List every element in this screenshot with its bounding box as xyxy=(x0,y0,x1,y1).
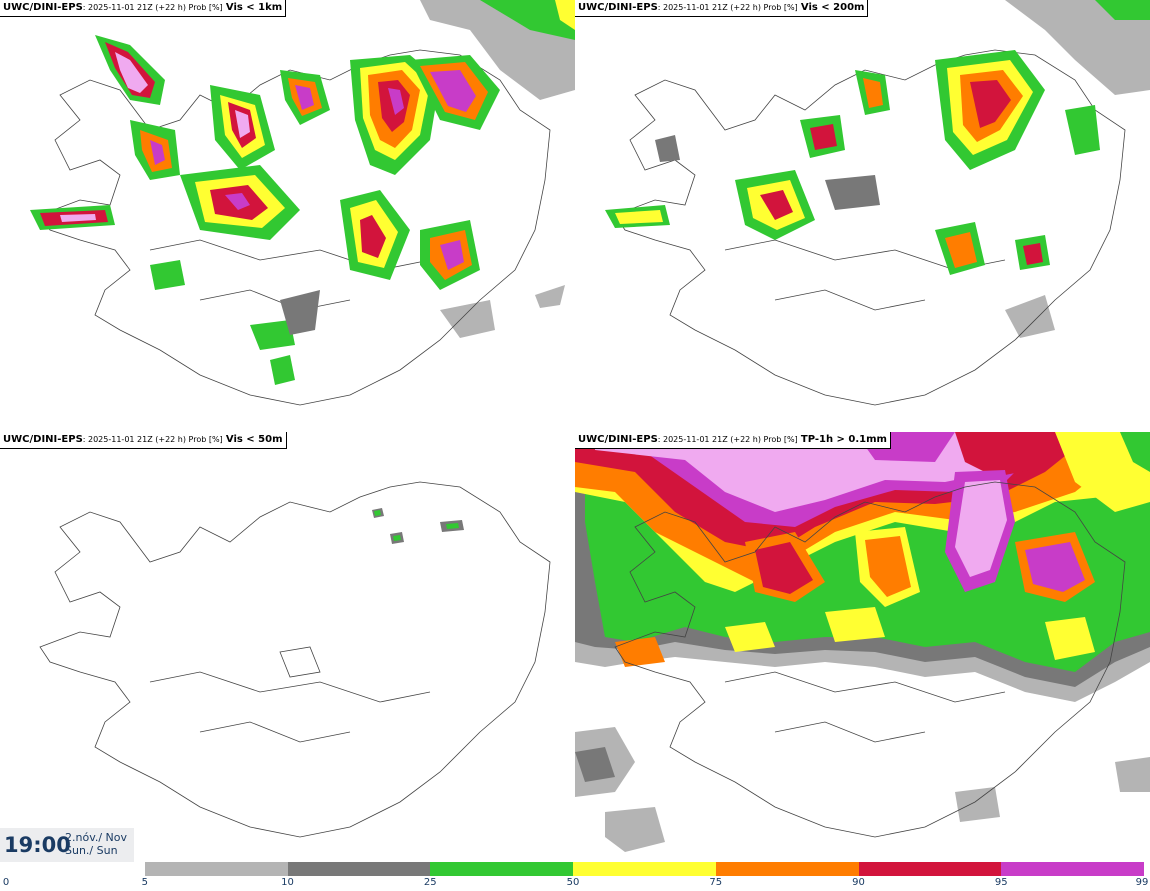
panel-source: UWC/DINI-EPS xyxy=(3,2,83,13)
legend-tick-label: 25 xyxy=(423,877,437,888)
panel-run: : 2025-11-01 21Z (+22 h) Prob [%] xyxy=(657,3,798,12)
map-panel-vis-1km: UWC/DINI-EPS: 2025-11-01 21Z (+22 h) Pro… xyxy=(0,0,575,430)
land-outline xyxy=(39,481,551,838)
probability-legend-bar xyxy=(0,862,1150,876)
map-vis-1km xyxy=(30,0,575,406)
legend-segment xyxy=(858,862,1002,876)
legend-tick-label: 95 xyxy=(994,877,1008,888)
legend-segment xyxy=(144,862,288,876)
legend-segment xyxy=(573,862,716,876)
panel-title-tp-1h: UWC/DINI-EPS: 2025-11-01 21Z (+22 h) Pro… xyxy=(575,432,891,449)
panel-source: UWC/DINI-EPS xyxy=(578,2,658,13)
panel-source: UWC/DINI-EPS xyxy=(578,434,658,445)
panel-variable: Vis < 50m xyxy=(225,434,283,445)
vis-1km-field xyxy=(30,35,500,385)
legend-segment xyxy=(287,862,431,876)
map-panel-tp-1h: UWC/DINI-EPS: 2025-11-01 21Z (+22 h) Pro… xyxy=(575,432,1150,862)
map-vis-50m xyxy=(39,481,551,838)
panel-run: : 2025-11-01 21Z (+22 h) Prob [%] xyxy=(82,435,223,444)
map-tp-1h xyxy=(575,432,1150,852)
legend-tick-label: 99 xyxy=(1135,877,1149,888)
legend-tick-label: 90 xyxy=(852,877,865,888)
legend-tick-label: 0 xyxy=(2,877,10,888)
map-panel-vis-200m: UWC/DINI-EPS: 2025-11-01 21Z (+22 h) Pro… xyxy=(575,0,1150,430)
legend-tick-label: 75 xyxy=(709,877,723,888)
panel-source: UWC/DINI-EPS xyxy=(3,434,83,445)
panel-variable: Vis < 200m xyxy=(800,2,865,13)
valid-date-line1: 2.nóv./ Nov xyxy=(65,831,128,844)
land-outline xyxy=(614,481,1126,838)
panel-title-vis-1km: UWC/DINI-EPS: 2025-11-01 21Z (+22 h) Pro… xyxy=(0,0,287,17)
legend-tick-label: 50 xyxy=(566,877,580,888)
valid-time-date: 2.nóv./ Nov Sun./ Sun xyxy=(65,831,127,857)
tp-1h-field xyxy=(575,432,1150,852)
probability-legend-ticks: 0 5 10 25 50 75 90 95 99 xyxy=(0,876,1150,891)
legend-segment xyxy=(2,862,145,876)
legend-segment xyxy=(430,862,573,876)
panel-run: : 2025-11-01 21Z (+22 h) Prob [%] xyxy=(657,435,798,444)
map-panel-vis-50m: UWC/DINI-EPS: 2025-11-01 21Z (+22 h) Pro… xyxy=(0,432,575,862)
valid-time-box: 19:00 2.nóv./ Nov Sun./ Sun xyxy=(0,828,134,862)
vis-50m-field xyxy=(372,508,464,544)
panel-title-vis-50m: UWC/DINI-EPS: 2025-11-01 21Z (+22 h) Pro… xyxy=(0,432,287,449)
legend-segment xyxy=(715,862,859,876)
legend-tick-label: 10 xyxy=(281,877,294,888)
legend-segment xyxy=(1001,862,1144,876)
valid-date-line2: Sun./ Sun xyxy=(65,844,118,857)
valid-time-clock: 19:00 xyxy=(4,833,71,857)
panel-variable: Vis < 1km xyxy=(225,2,283,13)
vis-200m-field xyxy=(605,50,1100,275)
map-vis-200m xyxy=(605,0,1150,406)
panel-title-vis-200m: UWC/DINI-EPS: 2025-11-01 21Z (+22 h) Pro… xyxy=(575,0,869,17)
panel-run: : 2025-11-01 21Z (+22 h) Prob [%] xyxy=(82,3,223,12)
legend-tick-label: 5 xyxy=(141,877,148,888)
panel-variable: TP-1h > 0.1mm xyxy=(800,434,887,445)
